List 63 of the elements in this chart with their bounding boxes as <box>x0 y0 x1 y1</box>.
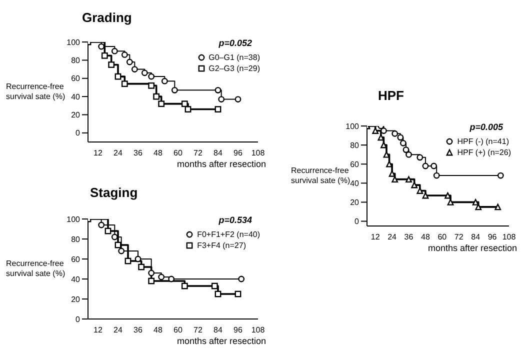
legend-label: HPF (+) (n=26) <box>457 147 511 158</box>
x-tick-label: 72 <box>454 232 464 242</box>
x-tick-label: 96 <box>234 326 243 335</box>
y-tick-label: 100 <box>66 214 81 224</box>
y-tick-label: 20 <box>350 198 360 208</box>
y-tick-label: 40 <box>71 92 81 102</box>
chart-title: Staging <box>90 185 138 200</box>
y-tick-label: 40 <box>350 178 360 188</box>
chart-title: Grading <box>82 10 132 25</box>
y-tick-label: 20 <box>71 110 81 120</box>
y-tick-label: 0 <box>76 128 81 138</box>
x-tick-label: 72 <box>194 148 203 158</box>
chart-title: HPF <box>378 88 404 103</box>
legend-label: G0–G1 (n=38) <box>208 52 260 63</box>
y-axis-title: Recurrence-free survival sate (%) <box>291 166 350 185</box>
legend-label: F3+F4 (n=27) <box>197 240 246 251</box>
y-tick-label: 100 <box>346 122 360 131</box>
x-tick-label: 108 <box>251 326 266 335</box>
x-tick-label: 108 <box>502 232 516 242</box>
y-tick-label: 100 <box>66 38 81 47</box>
y-tick-label: 80 <box>350 140 360 150</box>
x-axis-title: months after resection <box>176 336 266 346</box>
x-tick-label: 24 <box>114 148 123 158</box>
x-tick-label: 60 <box>174 326 183 335</box>
x-axis-title: months after resection <box>176 159 266 169</box>
y-tick-label: 80 <box>71 56 81 66</box>
x-tick-label: 36 <box>134 326 143 335</box>
annotation: p=0.534 <box>218 215 252 225</box>
legend-label: G2–G3 (n=29) <box>208 63 260 74</box>
legend-label: HPF (-) (n=41) <box>457 136 509 147</box>
x-tick-label: 12 <box>94 148 103 158</box>
y-tick-label: 20 <box>71 294 81 304</box>
x-tick-label: 60 <box>438 232 448 242</box>
y-tick-label: 80 <box>71 234 81 244</box>
x-tick-label: 84 <box>214 148 223 158</box>
y-tick-label: 0 <box>354 217 360 226</box>
x-tick-label: 48 <box>421 232 430 242</box>
y-tick-label: 60 <box>71 254 81 264</box>
x-tick-label: 24 <box>388 232 398 242</box>
x-tick-label: 96 <box>234 148 243 158</box>
legend-label: F0+F1+F2 (n=40) <box>197 229 260 240</box>
x-axis-title: months after resection <box>426 243 517 253</box>
x-tick-label: 24 <box>114 326 123 335</box>
y-tick-label: 60 <box>71 74 81 84</box>
y-tick-label: 40 <box>71 274 81 284</box>
x-tick-label: 96 <box>488 232 498 242</box>
x-tick-label: 48 <box>154 148 163 158</box>
x-tick-label: 12 <box>94 326 103 335</box>
y-tick-label: 60 <box>350 160 360 169</box>
x-tick-label: 60 <box>174 148 183 158</box>
x-tick-label: 72 <box>194 326 203 335</box>
annotation: p=0.005 <box>470 122 503 132</box>
x-tick-label: 84 <box>471 232 481 242</box>
annotation: p=0.052 <box>218 38 252 48</box>
y-tick-label: 0 <box>76 314 81 324</box>
x-tick-label: 108 <box>251 148 266 158</box>
x-tick-label: 36 <box>134 148 143 158</box>
x-tick-label: 12 <box>370 232 380 242</box>
x-tick-label: 84 <box>214 326 223 335</box>
x-tick-label: 36 <box>404 232 414 242</box>
x-tick-label: 48 <box>154 326 163 335</box>
y-axis-title: Recurrence-free survival sate (%) <box>6 82 66 101</box>
y-axis-title: Recurrence-free survival sate (%) <box>6 259 66 278</box>
